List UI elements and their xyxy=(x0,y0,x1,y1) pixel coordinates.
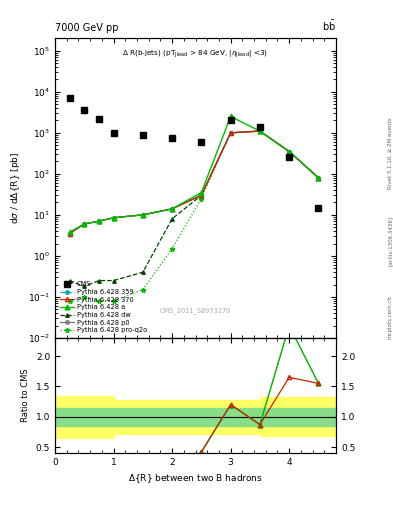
Pythia 6.428 pro-q2o xyxy=(67,298,72,304)
Pythia 6.428 pro-q2o xyxy=(170,246,174,252)
Pythia 6.428 p0 xyxy=(67,230,72,237)
Pythia 6.428 a xyxy=(140,212,145,218)
Pythia 6.428 pro-q2o xyxy=(228,130,233,136)
Pythia 6.428 p0 xyxy=(140,212,145,218)
Line: Pythia 6.428 dw: Pythia 6.428 dw xyxy=(68,130,320,288)
Pythia 6.428 dw xyxy=(287,148,292,155)
Pythia 6.428 dw xyxy=(140,269,145,275)
Pythia 6.428 359 xyxy=(287,148,292,155)
Pythia 6.428 p0 xyxy=(111,215,116,221)
Line: CMS: CMS xyxy=(66,95,321,211)
Pythia 6.428 370 xyxy=(170,206,174,212)
Text: CMS_2011_S8973270: CMS_2011_S8973270 xyxy=(160,307,231,314)
CMS xyxy=(97,116,101,122)
CMS xyxy=(316,205,321,211)
Pythia 6.428 359 xyxy=(140,212,145,218)
Pythia 6.428 a xyxy=(228,113,233,119)
Pythia 6.428 a xyxy=(111,215,116,221)
Line: Pythia 6.428 370: Pythia 6.428 370 xyxy=(68,129,321,236)
Pythia 6.428 370 xyxy=(67,230,72,237)
Pythia 6.428 pro-q2o xyxy=(140,287,145,293)
Pythia 6.428 pro-q2o xyxy=(97,298,101,304)
Pythia 6.428 p0 xyxy=(316,175,321,181)
Pythia 6.428 359 xyxy=(170,206,174,212)
Pythia 6.428 359 xyxy=(82,221,86,227)
Text: b$\bar{\rm b}$: b$\bar{\rm b}$ xyxy=(322,19,336,33)
Pythia 6.428 pro-q2o xyxy=(82,294,86,300)
Pythia 6.428 p0 xyxy=(170,206,174,212)
CMS xyxy=(199,139,204,145)
X-axis label: $\Delta${R} between two B hadrons: $\Delta${R} between two B hadrons xyxy=(128,473,263,485)
Pythia 6.428 dw xyxy=(170,216,174,222)
Pythia 6.428 359 xyxy=(97,218,101,224)
Line: Pythia 6.428 a: Pythia 6.428 a xyxy=(67,114,321,234)
Y-axis label: Ratio to CMS: Ratio to CMS xyxy=(21,369,30,422)
Pythia 6.428 370 xyxy=(140,212,145,218)
Pythia 6.428 dw xyxy=(316,175,321,181)
Pythia 6.428 p0 xyxy=(228,130,233,136)
Pythia 6.428 a xyxy=(316,175,321,181)
CMS xyxy=(228,117,233,123)
Pythia 6.428 a xyxy=(170,206,174,212)
Pythia 6.428 370 xyxy=(82,221,86,227)
Pythia 6.428 370 xyxy=(199,192,204,198)
Pythia 6.428 370 xyxy=(228,130,233,136)
Pythia 6.428 370 xyxy=(97,218,101,224)
Pythia 6.428 pro-q2o xyxy=(257,128,262,134)
Pythia 6.428 p0 xyxy=(287,148,292,155)
CMS xyxy=(82,108,86,114)
Pythia 6.428 370 xyxy=(287,148,292,155)
CMS xyxy=(111,130,116,136)
CMS xyxy=(140,132,145,138)
Pythia 6.428 359 xyxy=(257,128,262,134)
Text: 7000 GeV pp: 7000 GeV pp xyxy=(55,23,119,33)
Pythia 6.428 dw xyxy=(228,130,233,136)
Pythia 6.428 359 xyxy=(316,175,321,181)
Pythia 6.428 359 xyxy=(67,230,72,237)
Text: Rivet 3.1.10, ≥ 2M events: Rivet 3.1.10, ≥ 2M events xyxy=(388,118,393,189)
Pythia 6.428 pro-q2o xyxy=(199,196,204,202)
Y-axis label: d$\sigma$ / d$\Delta${R} [pb]: d$\sigma$ / d$\Delta${R} [pb] xyxy=(9,152,22,224)
Pythia 6.428 359 xyxy=(111,215,116,221)
Pythia 6.428 dw xyxy=(257,128,262,134)
Pythia 6.428 a xyxy=(82,221,86,227)
CMS xyxy=(287,155,292,161)
Pythia 6.428 p0 xyxy=(82,221,86,227)
Pythia 6.428 370 xyxy=(111,215,116,221)
Line: Pythia 6.428 359: Pythia 6.428 359 xyxy=(68,130,320,236)
Pythia 6.428 dw xyxy=(199,192,204,198)
Pythia 6.428 pro-q2o xyxy=(316,175,321,181)
CMS xyxy=(67,95,72,101)
Pythia 6.428 dw xyxy=(67,278,72,284)
Pythia 6.428 p0 xyxy=(97,218,101,224)
Pythia 6.428 a xyxy=(257,128,262,134)
Pythia 6.428 pro-q2o xyxy=(111,298,116,304)
Pythia 6.428 a xyxy=(97,218,101,224)
Pythia 6.428 dw xyxy=(97,278,101,284)
Pythia 6.428 a xyxy=(67,229,72,235)
Pythia 6.428 359 xyxy=(199,192,204,198)
Legend: CMS, Pythia 6.428 359, Pythia 6.428 370, Pythia 6.428 a, Pythia 6.428 dw, Pythia: CMS, Pythia 6.428 359, Pythia 6.428 370,… xyxy=(58,280,149,334)
Pythia 6.428 dw xyxy=(111,278,116,284)
Line: Pythia 6.428 p0: Pythia 6.428 p0 xyxy=(68,130,320,236)
Pythia 6.428 370 xyxy=(316,175,321,181)
Text: [arXiv:1306.3436]: [arXiv:1306.3436] xyxy=(388,216,393,266)
Pythia 6.428 p0 xyxy=(257,128,262,134)
Line: Pythia 6.428 pro-q2o: Pythia 6.428 pro-q2o xyxy=(67,129,321,303)
Text: $\Delta$ R(b-jets) (pT$_{\rm Jlead}$ > 84 GeV, |$\eta_{\rm Jlead}$| <3): $\Delta$ R(b-jets) (pT$_{\rm Jlead}$ > 8… xyxy=(123,49,268,60)
Pythia 6.428 p0 xyxy=(199,192,204,198)
CMS xyxy=(257,124,262,130)
Pythia 6.428 a xyxy=(287,148,292,155)
CMS xyxy=(170,135,174,141)
Pythia 6.428 a xyxy=(199,189,204,196)
Pythia 6.428 dw xyxy=(82,283,86,289)
Pythia 6.428 359 xyxy=(228,130,233,136)
Text: mcplots.cern.ch: mcplots.cern.ch xyxy=(388,295,393,339)
Pythia 6.428 370 xyxy=(257,128,262,134)
Pythia 6.428 pro-q2o xyxy=(287,148,292,155)
